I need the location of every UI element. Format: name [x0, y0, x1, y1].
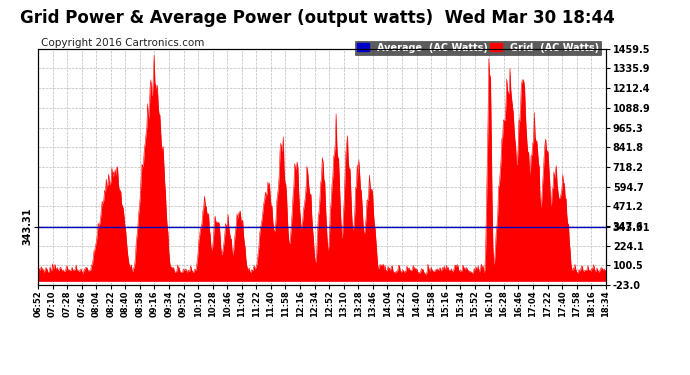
Text: Copyright 2016 Cartronics.com: Copyright 2016 Cartronics.com — [41, 38, 204, 48]
Legend: Average  (AC Watts), Grid  (AC Watts): Average (AC Watts), Grid (AC Watts) — [355, 40, 601, 54]
Text: Grid Power & Average Power (output watts)  Wed Mar 30 18:44: Grid Power & Average Power (output watts… — [20, 9, 615, 27]
